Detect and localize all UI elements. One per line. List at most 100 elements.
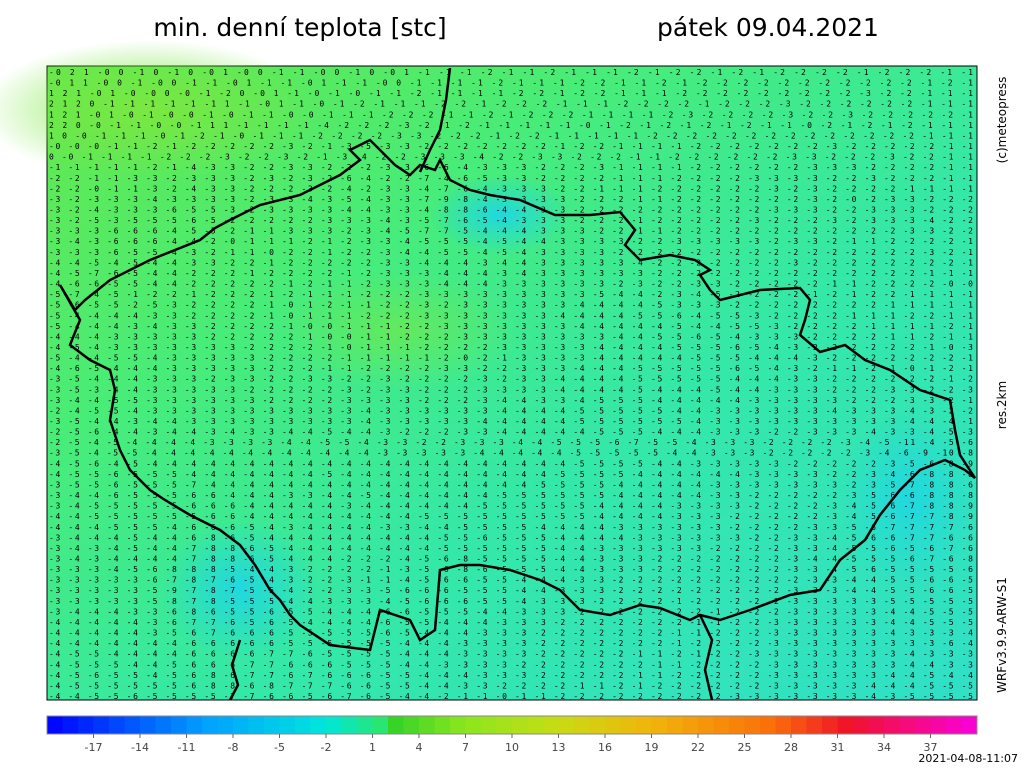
grid-row: -3 -3 -3 -3 -3 -6 -7 -8 -7 -6 -5 -4 -3 -…	[49, 576, 973, 585]
warm-patch	[0, 40, 320, 180]
colorbar-tick-label: -8	[228, 741, 239, 754]
colorbar-tick-label: 25	[738, 741, 752, 754]
colorbar-segment	[760, 716, 776, 734]
cold-patch	[840, 410, 980, 590]
colorbar-segment	[233, 716, 249, 734]
colorbar-tick-label: -17	[85, 741, 103, 754]
colorbar-segment	[202, 716, 218, 734]
colorbar-segment	[310, 716, 327, 734]
grid-row: -3 -3 -3 -3 -3 -5 -9 -7 -8 -7 -5 -5 -4 -…	[49, 586, 973, 595]
colorbar-segment	[543, 716, 559, 734]
colorbar-segment	[822, 716, 838, 734]
colorbar-tick-label: 4	[416, 741, 423, 754]
grid-row: -0 -0 -0 -1 -1 -2 -1 -2 -2 -2 -2 -2 -3 -…	[49, 142, 973, 151]
warm-patch	[280, 270, 520, 390]
region-border	[418, 67, 452, 173]
grid-row: -4 -5 -6 -4 -5 -4 -4 -4 -4 -4 -4 -4 -4 -…	[49, 459, 973, 468]
grid-row: -3 -3 -3 -6 -5 -5 -4 -3 -2 -1 -1 -0 -2 -…	[49, 248, 973, 257]
grid-row: -3 -5 -5 -6 -5 -5 -5 -7 -4 -4 -4 -4 -4 -…	[49, 480, 973, 489]
region-border	[228, 639, 242, 701]
grid-row: -1 -1 -1 -1 -1 -2 -1 -4 -3 -3 -2 -2 -3 -…	[49, 163, 973, 172]
colorbar-tick-label: 16	[598, 741, 612, 754]
grid-row: -3 -3 -3 -6 -6 -6 -4 -5 -5 -2 -1 -1 -3 -…	[49, 227, 973, 236]
grid-row: -4 -4 -4 -4 -4 -4 -4 -6 -6 -6 -6 -6 -5 -…	[49, 639, 973, 648]
colorbar-segment	[279, 716, 296, 734]
colorbar-tick-label: 1	[369, 741, 376, 754]
grid-row: -3 -4 -4 -4 -5 -4 -4 -6 -8 -6 -5 -4 -4 -…	[49, 533, 973, 542]
colorbar-tick-label: 22	[691, 741, 705, 754]
map-date: pátek 09.04.2021	[657, 13, 879, 42]
colorbar-segment	[574, 716, 590, 734]
colorbar-segment	[388, 716, 404, 734]
colorbar-segment	[93, 716, 110, 734]
colorbar-tick-label: -14	[131, 741, 149, 754]
grid-row: -4 -6 -5 -4 -4 -4 -3 -3 -3 -3 -3 -2 -2 -…	[49, 364, 973, 373]
value-grid: -0 2 1 -0 0 -1 0 -1 0 -0 1 -0 0 -1 -1 -0…	[49, 68, 973, 701]
grid-row: -4 -5 -7 -6 -5 -4 -4 -2 -2 -2 -1 -2 -2 -…	[49, 269, 973, 278]
colorbar-segment	[264, 716, 280, 734]
colorbar-tick-label: 34	[877, 741, 891, 754]
timestamp: 2021-04-08-11:07	[918, 752, 1018, 765]
colorbar-segment	[636, 716, 652, 734]
grid-row: -3 -5 -4 -5 -5 -4 -4 -4 -4 -4 -4 -4 -4 -…	[49, 449, 973, 458]
colorbar-segment	[651, 716, 668, 734]
grid-row: -3 -4 -4 -6 -5 -5 -5 -6 -6 -4 -4 -4 -3 -…	[49, 491, 973, 500]
colorbar-segment	[248, 716, 265, 734]
colorbar-tick-label: 10	[505, 741, 519, 754]
colorbar-segment	[930, 716, 947, 734]
grid-row: -2 -2 -1 -1 -3 -3 -2 -3 -3 -3 -2 -3 -2 -…	[49, 174, 973, 183]
grid-row: -3 -4 -4 -4 -3 -3 -6 -8 -6 -5 -5 -6 -5 -…	[49, 607, 973, 616]
country-border	[58, 138, 977, 652]
colorbar-segment	[403, 716, 420, 734]
grid-row: 1 2 1 -0 1 -0 -0 0 -0 -1 -2 0 -0 1 -1 -0…	[49, 89, 973, 98]
colorbar-segment	[512, 716, 528, 734]
grid-row: -5 -4 -4 -5 -5 -4 -3 -3 -3 -3 -3 -2 -2 -…	[49, 354, 973, 363]
colorbar-segment	[217, 716, 234, 734]
colorbar-segment	[434, 716, 451, 734]
grid-row: -0 2 1 -0 0 -1 0 -1 0 -0 1 -0 0 -1 -1 -0…	[49, 68, 973, 77]
grid-row: -5 -6 -5 -5 -2 -5 -3 -2 -2 -2 -2 -1 -0 -…	[49, 301, 973, 310]
grid-row: 2 2 0 -0 -1 -1 -0 -0 -1 1 1 -1 -1 -1 -1 …	[49, 121, 973, 130]
colorbar-segment	[357, 716, 373, 734]
grid-row: -0 1 1 -0 0 -1 -0 0 -1 -1 -0 1 -1 -1 -0 …	[49, 79, 973, 88]
colorbar-segment	[744, 716, 761, 734]
grid-row: -4 -5 -5 -5 -4 -4 -5 -6 -6 -6 -7 -7 -6 -…	[49, 660, 973, 669]
grid-row: -5 -4 -4 -4 -3 -4 -3 -3 -2 -2 -2 -2 -1 -…	[49, 322, 973, 331]
grid-row: -2 -5 -6 -4 -4 -3 -4 -4 -3 -4 -3 -3 -4 -…	[49, 428, 973, 437]
colorbar-segment	[140, 716, 156, 734]
grid-row: -4 -4 -4 -3 -3 -3 -3 -3 -2 -2 -2 -2 -2 -…	[49, 332, 973, 341]
colorbar-segment	[496, 716, 513, 734]
grid-row: -4 -4 -4 -5 -5 -5 -4 -6 -6 -6 -5 -4 -3 -…	[49, 523, 973, 532]
colorbar-segment	[884, 716, 900, 734]
colorbar-segment	[791, 716, 807, 734]
grid-row: -3 -4 -5 -5 -5 -5 -5 -6 -6 -6 -4 -4 -4 -…	[49, 502, 973, 511]
map-title: min. denní teplota [stc]	[153, 13, 446, 42]
colorbar-segment	[729, 716, 745, 734]
colorbar-tick-label: 37	[924, 741, 938, 754]
colorbar-tick-label: 28	[784, 741, 798, 754]
colorbar-segment	[465, 716, 482, 734]
grid-row: -3 -4 -3 -4 -5 -4 -4 -7 -8 -8 -6 -5 -4 -…	[49, 544, 973, 553]
colorbar-segment	[47, 716, 63, 734]
colorbar-segment	[853, 716, 869, 734]
grid-row: -2 -5 -4 -5 -4 -4 -4 -4 -3 -3 -3 -3 -4 -…	[49, 438, 973, 447]
colorbar-segment	[527, 716, 544, 734]
grid-row: 2 1 2 0 -1 -1 -1 -1 -1 -1 1 -1 -0 1 -1 -…	[49, 100, 973, 109]
colorbar-tick-label: -5	[274, 741, 285, 754]
grid-row: -4 -4 -5 -5 -6 -5 -5 -5 -5 -7 -7 -6 -6 -…	[49, 692, 973, 701]
grid-row: -3 -2 -4 -3 -3 -3 -6 -5 -5 -3 -2 -3 -3 -…	[49, 205, 973, 214]
colorbar: -17 -14 -11 -8 -5 -2 1 4 7 10 13 16 19 22 25 28 31 34 37	[46, 715, 978, 754]
colorbar-segment	[620, 716, 637, 734]
colorbar-segment	[806, 716, 823, 734]
grid-row: -4 -4 -5 -5 -5 -5 -5 -5 -6 -6 -4 -4 -4 -…	[49, 512, 973, 521]
colorbar-segment	[481, 716, 497, 734]
grid-row: -4 -5 -4 -3 -3 -3 -3 -3 -3 -3 -2 -2 -2 -…	[49, 343, 973, 352]
colorbar-segment	[326, 716, 342, 734]
copyright-label: (c)meteopress	[995, 77, 1009, 164]
colorbar-segment	[961, 716, 978, 734]
colorbar-segment	[899, 716, 916, 734]
grid-row: -4 -6 -6 -5 -5 -4 -4 -2 -2 -2 -2 -2 -1 -…	[49, 280, 973, 289]
colorbar-segment	[372, 716, 389, 734]
grid-row: -3 -3 -3 -3 -3 -5 -8 -7 -8 -5 -5 -5 -4 -…	[49, 597, 973, 606]
grid-row: -4 -5 -5 -5 -5 -5 -5 -6 -8 -8 -6 -8 -7 -…	[49, 681, 973, 690]
